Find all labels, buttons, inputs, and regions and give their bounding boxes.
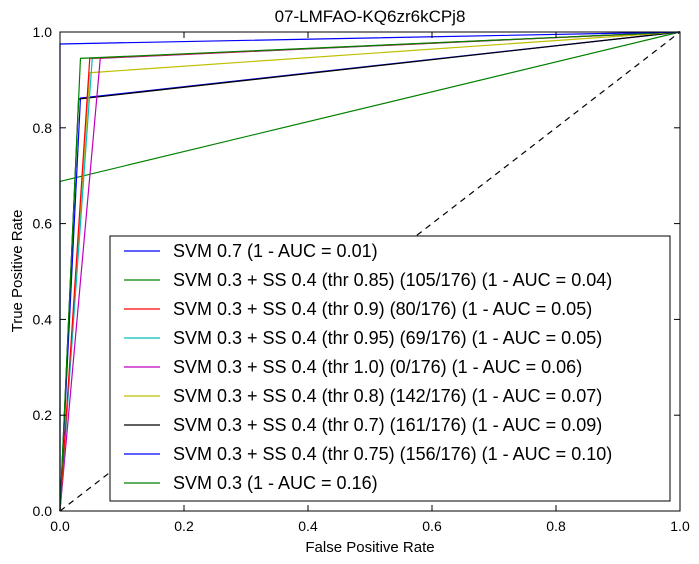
reference-diagonal-line bbox=[59, 31, 681, 512]
x-axis: 0.0 0.2 0.4 0.6 0.8 1.0 bbox=[50, 32, 690, 534]
y-tick-label: 0.6 bbox=[33, 216, 53, 232]
series-line-2 bbox=[59, 31, 681, 512]
legend-label-7: SVM 0.3 + SS 0.4 (thr 0.7) (161/176) (1 … bbox=[173, 415, 602, 435]
y-tick-label: 0.4 bbox=[33, 311, 53, 327]
x-axis-label: False Positive Rate bbox=[305, 539, 434, 556]
x-tick-label: 0.8 bbox=[546, 518, 566, 534]
legend-items: SVM 0.7 (1 - AUC = 0.01) SVM 0.3 + SS 0.4… bbox=[124, 241, 612, 493]
plot-border bbox=[59, 31, 681, 512]
legend-label-2: SVM 0.3 + SS 0.4 (thr 0.85) (105/176) (1… bbox=[173, 270, 612, 290]
y-axis-label: True Positive Rate bbox=[9, 210, 26, 333]
reference-diagonal-layer bbox=[59, 31, 681, 512]
x-tick-label: 0.0 bbox=[50, 518, 70, 534]
legend-box bbox=[109, 235, 671, 502]
legend: SVM 0.7 (1 - AUC = 0.01) SVM 0.3 + SS 0.4… bbox=[109, 235, 671, 502]
y-tick-label: 0.2 bbox=[33, 407, 53, 423]
series-layer bbox=[59, 31, 681, 512]
y-tick-label: 0.0 bbox=[33, 503, 53, 519]
x-tick-label: 0.2 bbox=[174, 518, 194, 534]
chart-title: 07-LMFAO-KQ6zr6kCPj8 bbox=[275, 7, 466, 26]
x-tick-label: 0.4 bbox=[298, 518, 318, 534]
legend-label-1: SVM 0.7 (1 - AUC = 0.01) bbox=[173, 241, 378, 261]
legend-label-8: SVM 0.3 + SS 0.4 (thr 0.75) (156/176) (1… bbox=[173, 444, 612, 464]
y-tick-label: 0.8 bbox=[33, 120, 53, 136]
x-tick-label: 0.6 bbox=[422, 518, 442, 534]
legend-label-4: SVM 0.3 + SS 0.4 (thr 0.95) (69/176) (1 … bbox=[173, 328, 602, 348]
y-axis: 0.0 0.2 0.4 0.6 0.8 1.0 bbox=[33, 24, 680, 519]
legend-label-6: SVM 0.3 + SS 0.4 (thr 0.8) (142/176) (1 … bbox=[173, 386, 602, 406]
x-tick-label: 1.0 bbox=[670, 518, 690, 534]
legend-label-9: SVM 0.3 (1 - AUC = 0.16) bbox=[173, 473, 378, 493]
y-tick-label: 1.0 bbox=[33, 24, 53, 40]
legend-label-3: SVM 0.3 + SS 0.4 (thr 0.9) (80/176) (1 -… bbox=[173, 299, 592, 319]
legend-label-5: SVM 0.3 + SS 0.4 (thr 1.0) (0/176) (1 - … bbox=[173, 357, 582, 377]
